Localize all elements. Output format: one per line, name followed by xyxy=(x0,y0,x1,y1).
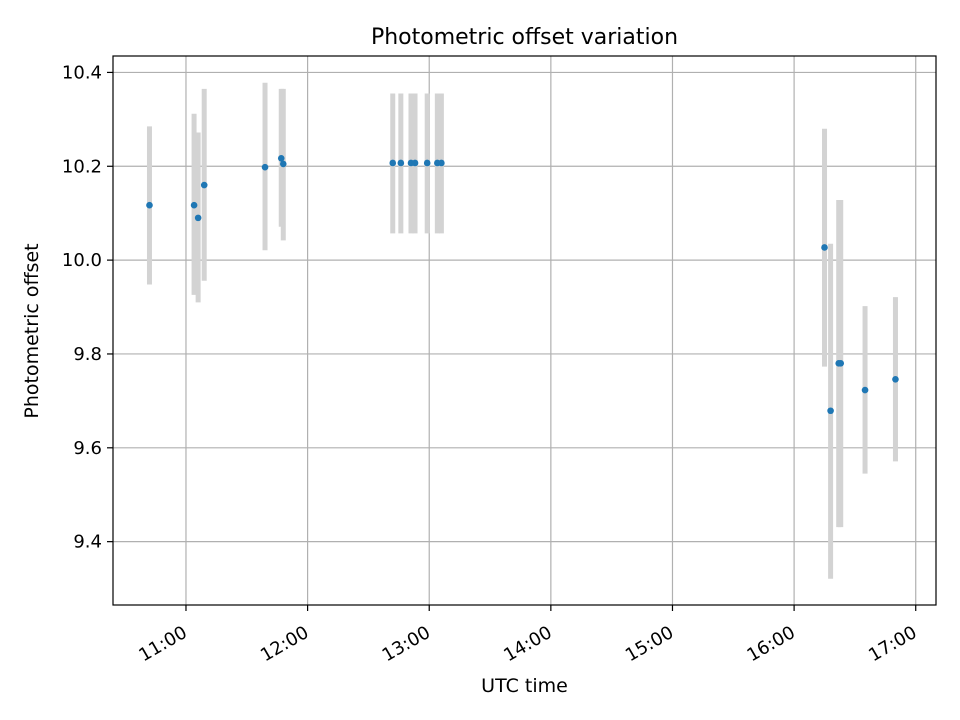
y-tick-label: 9.6 xyxy=(73,438,102,459)
chart-title: Photometric offset variation xyxy=(371,25,678,50)
y-axis-ticks: 9.4 9.6 9.8 10.0 10.2 10.4 xyxy=(62,62,113,553)
data-point xyxy=(190,201,198,209)
data-point xyxy=(861,386,869,394)
y-axis-label: Photometric offset xyxy=(21,243,43,418)
data-point xyxy=(389,159,397,167)
y-tick-label: 10.4 xyxy=(62,62,102,83)
grid xyxy=(113,56,936,605)
data-point xyxy=(397,159,405,167)
y-tick-label: 9.4 xyxy=(73,532,102,553)
data-point xyxy=(821,244,828,251)
data-point xyxy=(423,159,431,167)
y-tick-label: 10.0 xyxy=(62,250,102,271)
y-tick-label: 10.2 xyxy=(62,156,102,177)
data-point xyxy=(146,201,153,209)
data-point xyxy=(261,163,269,171)
data-points xyxy=(146,154,899,415)
data-point xyxy=(837,360,845,367)
y-tick-label: 9.8 xyxy=(73,344,102,365)
plot-frame xyxy=(112,55,937,606)
x-axis-label: UTC time xyxy=(481,675,568,697)
data-point xyxy=(411,159,419,167)
data-point xyxy=(194,214,202,222)
data-point xyxy=(438,159,445,167)
data-point xyxy=(279,160,287,168)
data-point xyxy=(827,407,834,415)
data-point xyxy=(277,154,285,162)
data-point xyxy=(200,181,208,189)
data-point xyxy=(892,376,899,383)
